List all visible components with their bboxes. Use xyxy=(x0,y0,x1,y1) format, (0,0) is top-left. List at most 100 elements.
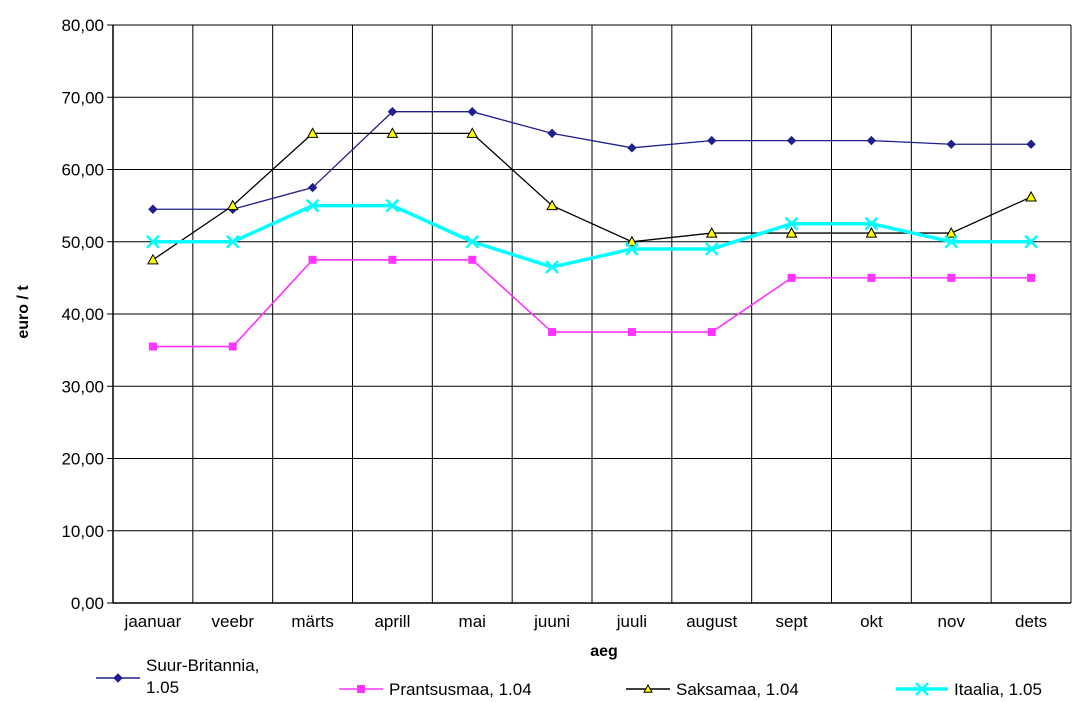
data-point xyxy=(385,198,400,213)
data-point xyxy=(546,199,558,211)
x-tick-label: nov xyxy=(938,612,966,631)
data-point xyxy=(627,328,636,337)
data-point-stroke xyxy=(625,242,639,256)
data-point xyxy=(307,182,318,193)
data-point xyxy=(627,143,637,153)
data-point xyxy=(784,216,799,231)
data-point xyxy=(864,216,879,231)
y-tick-label: 30,00 xyxy=(61,377,104,396)
series-line xyxy=(152,203,1032,269)
data-point xyxy=(867,273,876,282)
legend-label: Prantsusmaa, 1.04 xyxy=(389,680,532,699)
x-tick-label: juuni xyxy=(533,612,570,631)
data-point xyxy=(228,342,237,351)
data-point-stroke xyxy=(1024,234,1038,249)
y-tick-label: 80,00 xyxy=(61,16,104,35)
x-tick-label: juuli xyxy=(616,612,647,631)
data-point xyxy=(1024,234,1038,249)
data-point xyxy=(626,235,638,247)
x-tick-label: jaanuar xyxy=(124,612,182,631)
data-point-stroke xyxy=(915,682,929,696)
data-point xyxy=(707,328,716,337)
series-lines xyxy=(146,106,1038,351)
data-point-stroke xyxy=(944,234,959,249)
data-point xyxy=(113,673,123,683)
x-tick-label: august xyxy=(686,612,737,631)
data-point-stroke xyxy=(385,198,400,213)
data-point-stroke xyxy=(465,234,480,249)
y-tick-label: 50,00 xyxy=(61,233,104,252)
data-point xyxy=(467,106,477,117)
y-tick-label: 0,00 xyxy=(71,594,104,613)
x-tick-label: okt xyxy=(860,612,883,631)
data-point xyxy=(147,253,159,265)
data-point xyxy=(308,255,317,264)
data-point xyxy=(387,106,398,117)
legend-label: Saksamaa, 1.04 xyxy=(676,680,799,699)
data-point xyxy=(466,127,479,138)
x-tick-label: aprill xyxy=(374,612,410,631)
data-point xyxy=(866,135,877,146)
data-point xyxy=(388,255,397,264)
data-point xyxy=(785,227,798,238)
x-tick-label: veebr xyxy=(211,612,254,631)
data-point xyxy=(946,139,956,149)
data-point xyxy=(357,685,365,693)
data-point xyxy=(947,273,956,282)
series-group xyxy=(146,198,1038,274)
data-point xyxy=(944,234,959,249)
series-group xyxy=(147,127,1037,265)
y-tick-label: 60,00 xyxy=(61,161,104,180)
x-axis-title: aeg xyxy=(590,643,618,660)
series-group xyxy=(148,255,1036,351)
y-tick-label: 70,00 xyxy=(61,88,104,107)
x-tick-label: mai xyxy=(459,612,486,631)
data-point-stroke xyxy=(784,216,799,231)
data-point xyxy=(225,234,240,249)
x-tick-label: dets xyxy=(1015,612,1047,631)
y-axis-title: euro / t xyxy=(15,285,32,339)
data-point xyxy=(468,255,477,264)
y-tick-label: 20,00 xyxy=(61,450,104,469)
series-line xyxy=(152,132,1032,261)
data-point xyxy=(786,135,797,146)
data-point xyxy=(707,135,717,146)
data-point xyxy=(705,227,718,238)
axes xyxy=(107,24,1071,604)
data-point xyxy=(548,328,557,337)
legend-label: Suur-Britannia, xyxy=(146,656,259,675)
legend-item: Prantsusmaa, 1.04 xyxy=(339,680,532,699)
data-point xyxy=(865,227,878,238)
series-line xyxy=(152,259,1032,348)
data-point xyxy=(146,234,160,249)
data-point-stroke xyxy=(146,234,160,249)
legend: Suur-Britannia, 1.05 Prantsusmaa, 1.04 Saks… xyxy=(96,656,1042,699)
data-point xyxy=(386,127,399,138)
data-point xyxy=(148,204,158,214)
data-point-stroke xyxy=(225,234,240,249)
series-line xyxy=(152,111,1032,210)
data-point xyxy=(545,260,559,274)
y-tick-label: 40,00 xyxy=(61,305,104,324)
x-tick-label: sept xyxy=(776,612,808,631)
data-point xyxy=(226,199,239,211)
data-point-stroke xyxy=(545,260,559,274)
data-point-stroke xyxy=(704,242,719,256)
data-point xyxy=(306,127,319,138)
data-point xyxy=(465,234,480,249)
data-point xyxy=(643,683,653,693)
data-point xyxy=(1027,273,1036,282)
data-point xyxy=(1025,190,1037,202)
data-point xyxy=(1026,139,1036,149)
legend-item: Saksamaa, 1.04 xyxy=(626,680,799,699)
x-tick-label: märts xyxy=(291,612,334,631)
legend-item: Itaalia, 1.05 xyxy=(896,680,1042,699)
series-group xyxy=(148,106,1036,214)
data-point xyxy=(945,227,958,238)
data-point xyxy=(787,273,796,282)
data-point xyxy=(915,682,929,696)
data-point-stroke xyxy=(864,216,879,231)
legend-label: 1.05 xyxy=(146,678,179,697)
